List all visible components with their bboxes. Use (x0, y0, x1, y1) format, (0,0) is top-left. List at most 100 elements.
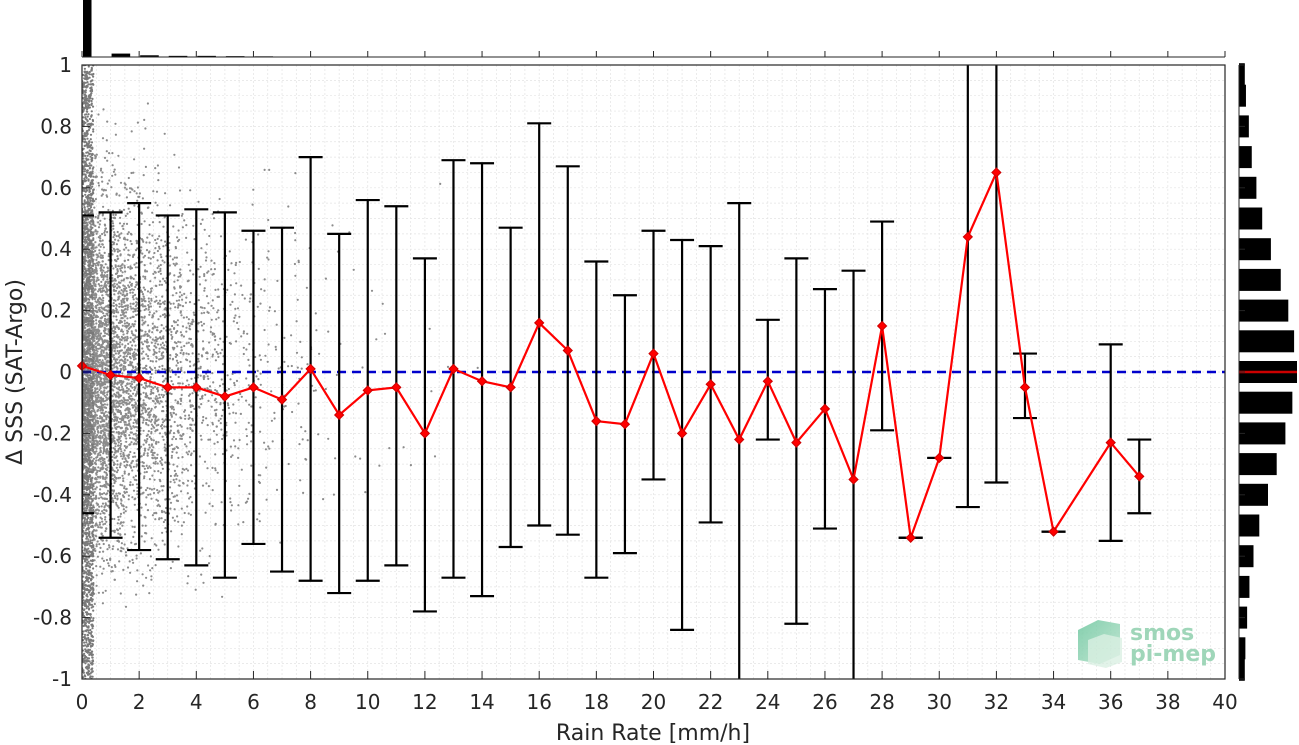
scatter-point (169, 354, 172, 357)
scatter-point (123, 288, 126, 291)
scatter-point (263, 168, 266, 171)
scatter-point (95, 486, 98, 489)
scatter-point (258, 354, 261, 357)
scatter-point (136, 121, 139, 124)
scatter-point (155, 340, 158, 343)
scatter-point (249, 297, 252, 300)
scatter-point (129, 341, 132, 344)
scatter-point (240, 468, 243, 471)
scatter-point (249, 293, 252, 296)
scatter-point (157, 470, 160, 473)
scatter-point (146, 236, 149, 239)
scatter-point (120, 335, 123, 338)
scatter-point (123, 415, 126, 418)
scatter-point (265, 498, 268, 501)
scatter-point (112, 332, 115, 335)
scatter-point (211, 489, 214, 492)
scatter-point (136, 199, 139, 202)
scatter-point (200, 312, 203, 315)
scatter-point (145, 364, 148, 367)
scatter-point (128, 322, 131, 326)
scatter-point (106, 120, 109, 123)
scatter-point (128, 382, 131, 385)
scatter-point (100, 429, 103, 433)
scatter-point (92, 231, 95, 234)
scatter-point (231, 300, 234, 303)
scatter-point (99, 454, 102, 457)
scatter-point (137, 195, 140, 198)
scatter-point (126, 353, 129, 356)
scatter-point (164, 244, 167, 247)
scatter-point (101, 171, 104, 174)
scatter-point (114, 327, 117, 330)
scatter-point (143, 449, 146, 452)
scatter-point (97, 226, 101, 229)
scatter-point (191, 480, 194, 483)
scatter-point (219, 422, 222, 425)
scatter-point (146, 407, 149, 411)
scatter-point (106, 314, 109, 317)
scatter-point (145, 576, 148, 579)
scatter-point (101, 409, 104, 412)
scatter-point (312, 389, 315, 392)
scatter-point (130, 431, 133, 434)
scatter-point (171, 560, 174, 563)
scatter-point (144, 320, 147, 323)
scatter-point (295, 351, 299, 354)
scatter-point (179, 268, 182, 271)
scatter-point (123, 490, 126, 494)
scatter-point (105, 493, 108, 496)
scatter-point (178, 295, 181, 298)
scatter-point (256, 305, 259, 308)
scatter-point (145, 241, 148, 244)
scatter-point (169, 255, 172, 258)
scatter-point (90, 223, 93, 226)
scatter-point (200, 247, 203, 250)
scatter-point (354, 455, 357, 458)
scatter-point (155, 429, 158, 432)
scatter-point (153, 312, 156, 315)
scatter-point (131, 469, 134, 472)
scatter-point (238, 260, 241, 264)
scatter-point (116, 497, 119, 500)
scatter-point (99, 436, 102, 439)
scatter-point (295, 320, 298, 323)
scatter-point (95, 253, 98, 256)
scatter-point (94, 342, 97, 345)
scatter-point (93, 365, 96, 369)
scatter-point (164, 281, 168, 284)
scatter-point (124, 238, 127, 241)
scatter-point (135, 249, 138, 252)
scatter-point (134, 293, 137, 296)
scatter-point (111, 329, 114, 332)
scatter-point (118, 274, 121, 278)
scatter-point (123, 390, 126, 393)
scatter-point (105, 439, 108, 442)
scatter-point (187, 479, 190, 482)
scatter-point (191, 318, 194, 321)
scatter-point (97, 364, 100, 367)
scatter-point (159, 253, 162, 256)
scatter-point (205, 482, 208, 485)
scatter-point (216, 471, 219, 474)
scatter-point (141, 573, 144, 576)
scatter-point (221, 408, 224, 412)
scatter-point (113, 282, 116, 285)
scatter-point (129, 364, 132, 367)
scatter-point (107, 437, 110, 440)
scatter-point (294, 231, 297, 235)
scatter-point (205, 295, 209, 298)
scatter-point (98, 417, 101, 420)
scatter-point (134, 320, 137, 323)
scatter-point (132, 433, 135, 436)
scatter-point (112, 302, 115, 305)
scatter-point (163, 313, 166, 316)
scatter-point (118, 379, 121, 382)
scatter-point (197, 373, 200, 376)
scatter-point (115, 528, 119, 531)
scatter-point (100, 306, 103, 309)
scatter-point (94, 288, 97, 291)
scatter-point (101, 290, 104, 293)
scatter-point (180, 346, 183, 349)
scatter-point (103, 431, 106, 434)
